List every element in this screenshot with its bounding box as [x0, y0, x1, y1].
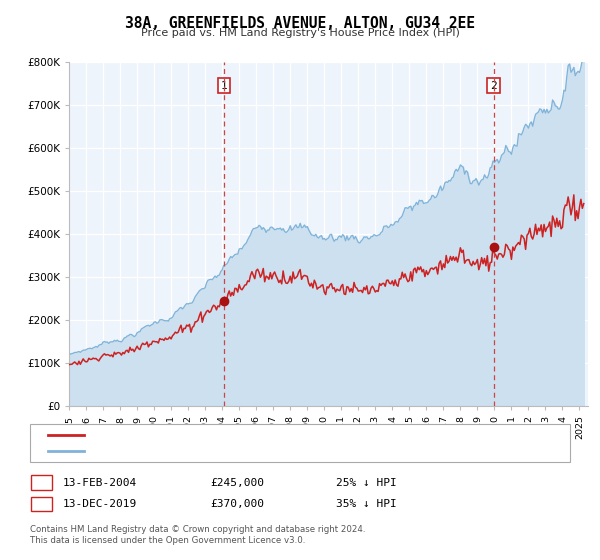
Text: HPI: Average price, detached house, East Hampshire: HPI: Average price, detached house, East… — [90, 446, 348, 456]
Text: 38A, GREENFIELDS AVENUE, ALTON, GU34 2EE (detached house): 38A, GREENFIELDS AVENUE, ALTON, GU34 2EE… — [90, 430, 407, 440]
Text: 38A, GREENFIELDS AVENUE, ALTON, GU34 2EE: 38A, GREENFIELDS AVENUE, ALTON, GU34 2EE — [125, 16, 475, 31]
Text: 13-FEB-2004: 13-FEB-2004 — [63, 478, 137, 488]
Text: 25% ↓ HPI: 25% ↓ HPI — [336, 478, 397, 488]
Text: 1: 1 — [38, 476, 45, 489]
Text: 2: 2 — [490, 81, 497, 91]
Text: This data is licensed under the Open Government Licence v3.0.: This data is licensed under the Open Gov… — [30, 536, 305, 545]
Text: 35% ↓ HPI: 35% ↓ HPI — [336, 499, 397, 509]
Text: 1: 1 — [221, 81, 227, 91]
Text: £370,000: £370,000 — [210, 499, 264, 509]
Text: Price paid vs. HM Land Registry's House Price Index (HPI): Price paid vs. HM Land Registry's House … — [140, 28, 460, 38]
Text: 2: 2 — [38, 497, 45, 511]
Text: £245,000: £245,000 — [210, 478, 264, 488]
Text: 13-DEC-2019: 13-DEC-2019 — [63, 499, 137, 509]
Text: Contains HM Land Registry data © Crown copyright and database right 2024.: Contains HM Land Registry data © Crown c… — [30, 525, 365, 534]
